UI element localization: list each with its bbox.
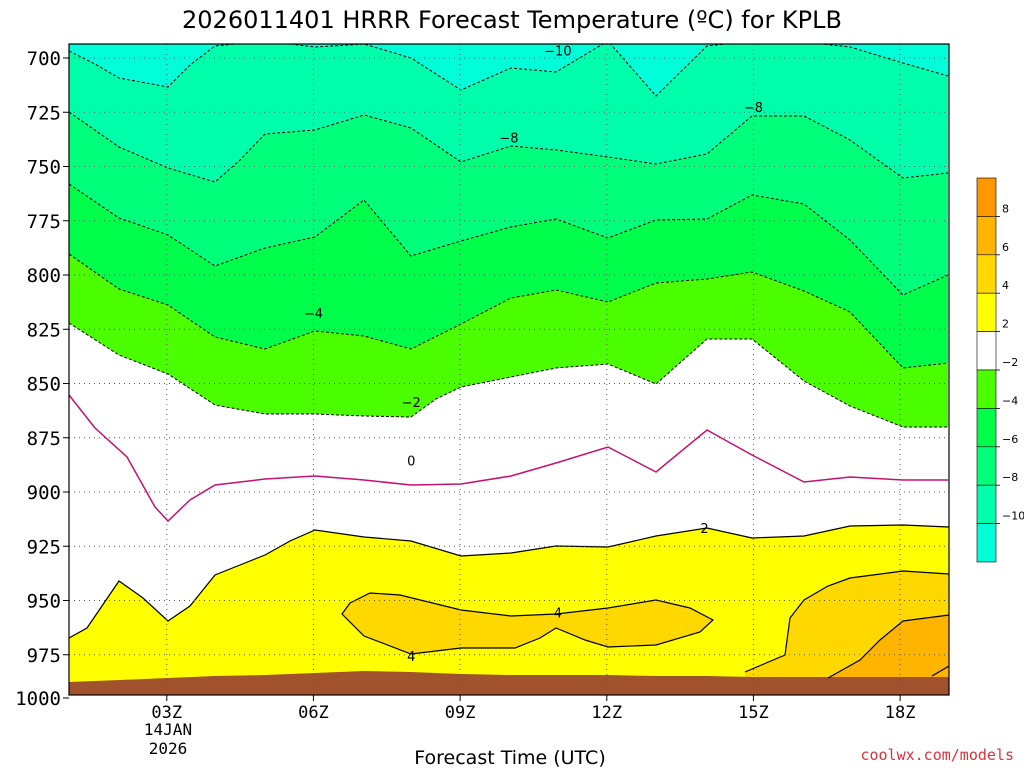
y-tick-label-950: 950 [27, 591, 61, 613]
x-axis-title: Forecast Time (UTC) [414, 747, 605, 768]
colorbar-labels: 8 6 4 2 −2 −4 −6 −8 −10 [996, 202, 1024, 524]
y-tick-label-825: 825 [27, 319, 61, 341]
band-minus-2-to-2-wait-green [69, 254, 948, 427]
credit-text: coolwx.com/models [860, 746, 1014, 764]
colorbar-label-2: 4 [1002, 279, 1009, 292]
y-tick-label-725: 725 [27, 102, 61, 124]
x-sublabel-date: 14JAN [144, 720, 192, 739]
contour-labels: −10 −8 −8 −4 −2 0 2 4 4 [304, 44, 763, 665]
band-minus-8-to-minus-6 [69, 44, 948, 182]
colorbar-label-4: −2 [1002, 356, 1018, 369]
colorbar-2-4 [976, 292, 997, 332]
x-tick-label-18Z: 18Z [885, 703, 916, 723]
band-cold-lt-minus-8 [69, 44, 949, 96]
isotherm-4-center [341, 592, 715, 655]
colorbar-minus8-minus6 [976, 446, 997, 486]
isotherm-6-right [827, 614, 949, 679]
y-tick-label-775: 775 [27, 211, 61, 233]
colorbar-label-1: 6 [1002, 241, 1009, 254]
band-6-to-8-right [828, 615, 949, 695]
isotherm-minus-8 [69, 111, 949, 183]
y-axis: 700 725 750 775 800 825 850 875 900 925 950 975 1000 [15, 48, 69, 710]
colorbar-6-8 [976, 216, 997, 256]
x-tick-label-12Z: 12Z [591, 703, 622, 723]
band-2-to-4 [69, 525, 949, 695]
y-tick-label-750: 750 [27, 157, 61, 179]
colorbar: 8 6 4 2 −2 −4 −6 −8 −10 [976, 177, 1024, 563]
x-sublabel-year: 2026 [149, 739, 188, 758]
colorbar-minus6-minus4 [976, 408, 997, 448]
colorbar-label-8: −10 [1002, 510, 1024, 523]
ground [69, 671, 949, 695]
y-tick-label-925: 925 [27, 536, 61, 558]
isotherm-8-right [931, 665, 949, 677]
colorbar-gt-8 [976, 177, 997, 217]
contour-label-4: −2 [402, 396, 421, 411]
y-tick-label-700: 700 [27, 48, 61, 70]
colorbar-label-3: 2 [1002, 318, 1009, 331]
contour-label-2: −8 [744, 101, 763, 116]
colorbar-lt-minus10 [976, 523, 997, 563]
y-tick-label-1000: 1000 [15, 688, 61, 710]
y-tick-label-900: 900 [27, 482, 61, 504]
colorbar-minus4-minus2 [976, 369, 997, 409]
contour-label-7: 4 [554, 607, 562, 622]
y-tick-label-850: 850 [27, 374, 61, 396]
x-axis: 03Z 06Z 09Z 12Z 15Z 18Z [151, 695, 915, 723]
contour-label-8: 4 [407, 650, 415, 665]
band-minus-4-to-minus-2 [69, 184, 948, 368]
contour-lines [69, 44, 949, 679]
filled-bands [69, 44, 949, 695]
contour-label-1: −8 [499, 131, 518, 146]
colorbar-minus10-minus8 [976, 484, 997, 524]
contour-label-3: −4 [304, 307, 323, 322]
x-tick-label-15Z: 15Z [738, 703, 769, 723]
x-tick-label-06Z: 06Z [298, 703, 329, 723]
isotherm-minus-2 [69, 322, 948, 428]
y-tick-label-975: 975 [27, 645, 61, 667]
x-tick-label-09Z: 09Z [445, 703, 476, 723]
plot-frame [68, 43, 950, 696]
contour-label-0: −10 [544, 44, 571, 59]
grid [69, 44, 949, 695]
isotherm-2 [69, 524, 949, 639]
contour-label-5: 0 [407, 455, 415, 470]
colorbar-label-0: 8 [1002, 202, 1009, 215]
chart-title: 2026011401 HRRR Forecast Temperature (ºC… [182, 6, 842, 34]
colorbar-label-5: −4 [1002, 394, 1018, 407]
isotherm-minus-6 [69, 183, 949, 296]
colorbar-label-6: −6 [1002, 433, 1018, 446]
x-tick-label-03Z: 03Z [151, 703, 182, 723]
isotherm-4-right [744, 570, 949, 673]
isotherm-0 [69, 394, 948, 523]
band-minus-6-to-minus-4 [69, 112, 948, 295]
y-tick-label-875: 875 [27, 428, 61, 450]
colorbar-minus2-2 [976, 331, 997, 371]
colorbar-label-7: −8 [1002, 471, 1018, 484]
isotherm-minus-10 [69, 44, 949, 97]
contour-label-6: 2 [700, 522, 708, 537]
colorbar-4-6 [976, 254, 997, 294]
isotherm-minus-4 [69, 253, 949, 369]
y-tick-label-800: 800 [27, 265, 61, 287]
band-4-to-6-center [342, 593, 713, 654]
